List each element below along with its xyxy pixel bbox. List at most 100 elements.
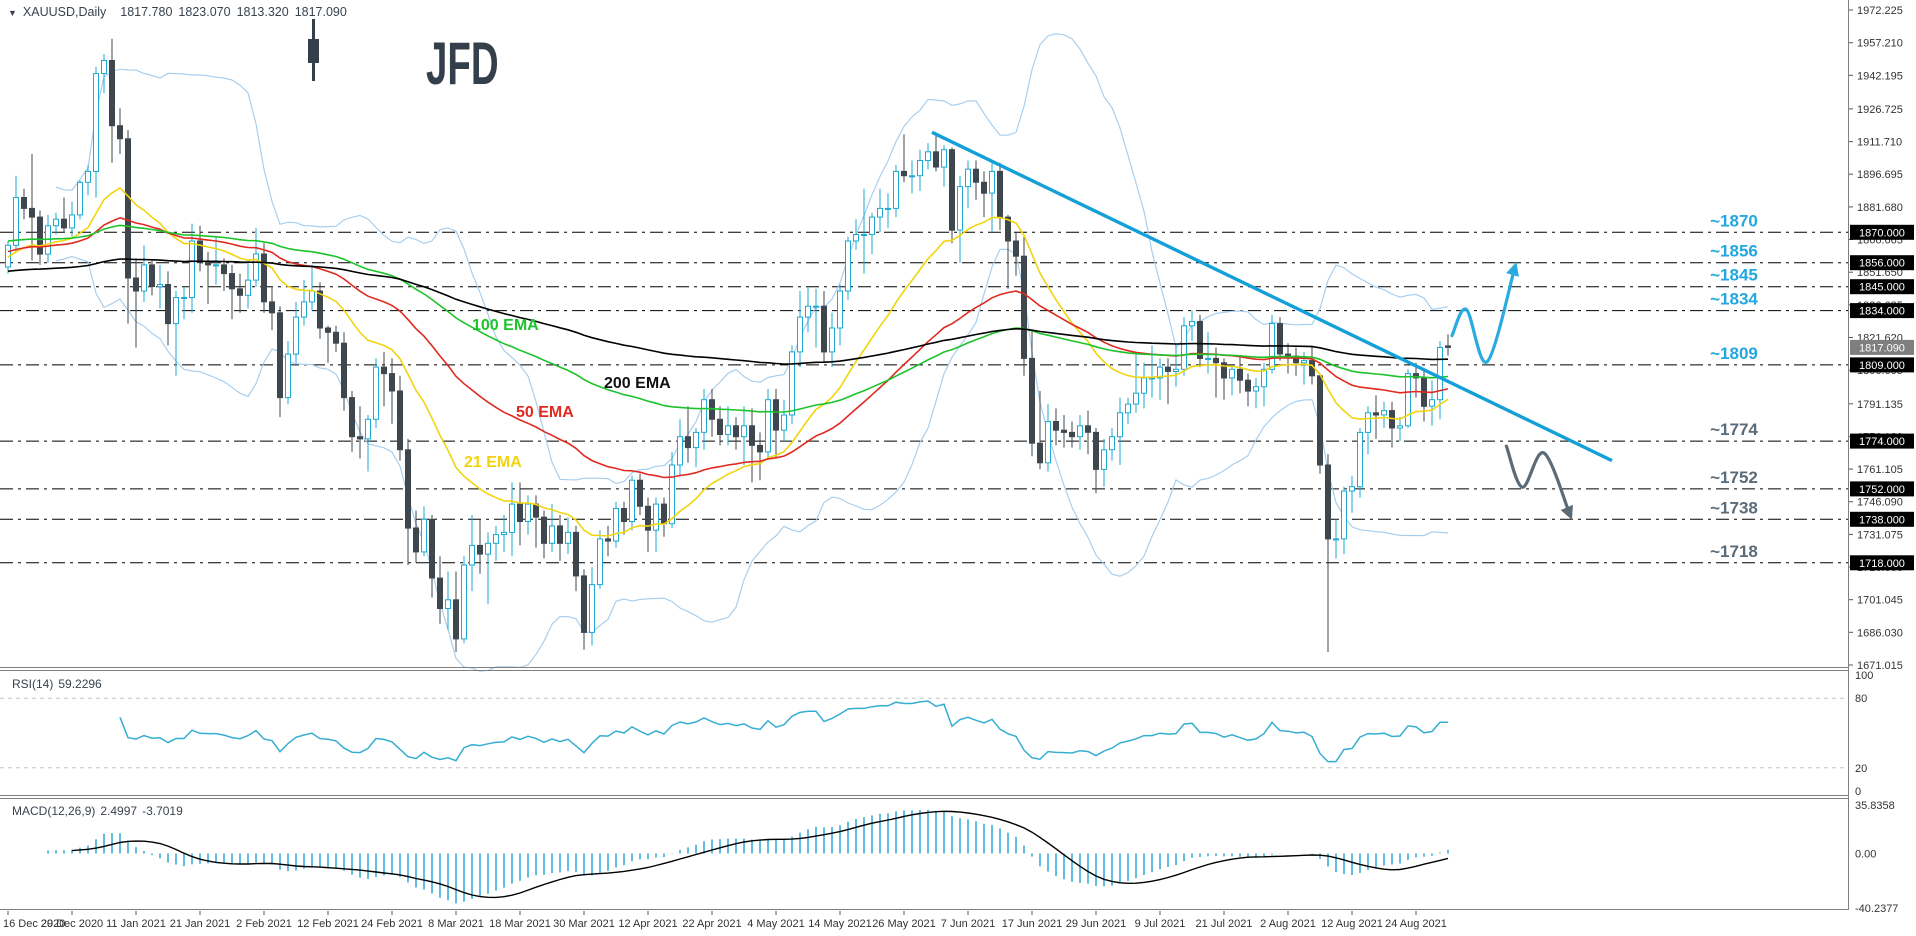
candle-down [637, 479, 643, 507]
candle-up [1381, 410, 1387, 416]
candle-up [589, 584, 595, 633]
candle-up [1125, 403, 1131, 414]
date-tick-label: 18 Mar 2021 [489, 918, 551, 930]
macd-tick-label: 0.00 [1855, 849, 1876, 861]
candle-up [469, 544, 475, 566]
date-tick-label: 2 Aug 2021 [1260, 918, 1316, 930]
candle-down [1221, 362, 1227, 379]
candle-up [765, 399, 771, 453]
level-price-box [1850, 511, 1914, 527]
macd-signal-value: -3.7019 [142, 804, 183, 818]
candle-up [157, 284, 163, 288]
ema-200-label: 200 EMA [604, 375, 671, 392]
candle-down [621, 508, 627, 522]
level-label: ~1845 [1710, 266, 1758, 285]
level-price-box-label: 1834.000 [1859, 306, 1905, 318]
pane-borders [0, 0, 1849, 910]
candle-down [1037, 442, 1043, 464]
candle-up [509, 503, 515, 533]
candle-up [13, 197, 19, 246]
level-label: ~1809 [1710, 344, 1758, 363]
candle-up [549, 525, 555, 544]
chevron-down-icon[interactable]: ▼ [8, 8, 17, 18]
level-label: ~1738 [1710, 498, 1758, 517]
level-price-box-label: 1718.000 [1859, 558, 1905, 570]
candle-down [413, 527, 419, 553]
macd-tick-label: -40.2377 [1855, 903, 1898, 915]
candle-down [1245, 379, 1251, 392]
price-tick-label: 1972.225 [1857, 5, 1903, 17]
level-price-box [1850, 433, 1914, 449]
price-tick-label: 1701.045 [1857, 595, 1903, 607]
date-tick-label: 7 Jun 2021 [941, 918, 995, 930]
price-tick-label: 1926.725 [1857, 104, 1903, 116]
candle-down [661, 503, 667, 525]
candle-up [501, 531, 507, 536]
candle-down [981, 181, 987, 194]
candle-down [1325, 464, 1331, 540]
candle-down [901, 170, 907, 177]
level-price-box-label: 1774.000 [1859, 436, 1905, 448]
current-price-label: 1817.090 [1859, 342, 1905, 354]
candle-down [133, 277, 139, 292]
level-label: ~1718 [1710, 542, 1758, 561]
price-tick-label: 1881.680 [1857, 202, 1903, 214]
rsi-pane[interactable]: 100 80 20 0 [0, 670, 1873, 798]
candle-up [1141, 377, 1147, 394]
candle-down [109, 60, 115, 127]
candle-down [405, 449, 411, 529]
candle-down [1237, 368, 1243, 381]
candle-up [853, 234, 859, 242]
candle-down [429, 518, 435, 579]
candle-down [749, 425, 755, 446]
macd-pane[interactable]: 35.8358 0.00 -40.2377 [47, 800, 1898, 915]
candle-down [397, 390, 403, 451]
level-price-box [1850, 279, 1914, 295]
candle-up [829, 327, 835, 353]
candle-up [869, 216, 875, 236]
candle-down [685, 436, 691, 449]
candle-up [941, 149, 947, 168]
candle-up [965, 168, 971, 188]
candle-down [37, 216, 43, 255]
candle-down [381, 366, 387, 375]
candle-up [861, 234, 867, 236]
date-tick-label: 21 Jan 2021 [170, 918, 231, 930]
macd-tick-label: 35.8358 [1855, 800, 1895, 812]
candle-up [85, 170, 91, 183]
symbol-timeframe-label: XAUUSD,Daily [22, 5, 107, 19]
ema-21-label: 21 EMA [464, 454, 522, 471]
candle-down [229, 273, 235, 290]
candle-up [461, 564, 467, 640]
candle-down [197, 240, 203, 264]
candle-up [1429, 399, 1435, 407]
price-tick-label: 1942.195 [1857, 70, 1903, 82]
rsi-line [119, 700, 1448, 763]
candle-down [1005, 216, 1011, 242]
rsi-tick-label: 20 [1855, 763, 1867, 775]
candle-up [917, 160, 923, 177]
projection-up-arrow[interactable] [1450, 262, 1519, 364]
date-tick-label: 8 Mar 2021 [428, 918, 484, 930]
price-axis: 1972.225 1957.210 1942.195 1926.725 1911.710… [1848, 5, 1914, 672]
candle-down [821, 305, 827, 353]
candle-down [757, 444, 763, 453]
level-price-box [1850, 303, 1914, 319]
candle-down [1021, 255, 1027, 359]
candle-down [733, 425, 739, 438]
candle-down [117, 125, 123, 140]
candle-down [1445, 345, 1451, 348]
date-tick-label: 16 Dec 2020 [3, 918, 65, 930]
descending-trendline[interactable] [931, 130, 1613, 463]
candle-up [1101, 449, 1107, 470]
candle-down [1061, 429, 1067, 433]
rsi-tick-label: 0 [1855, 786, 1861, 798]
candle-down [453, 599, 459, 640]
projection-down-arrow[interactable] [1504, 444, 1573, 520]
date-tick-label: 17 Jun 2021 [1002, 918, 1063, 930]
candle-down [125, 138, 131, 279]
candle-up [1437, 347, 1443, 401]
level-price-box-label: 1738.000 [1859, 514, 1905, 526]
